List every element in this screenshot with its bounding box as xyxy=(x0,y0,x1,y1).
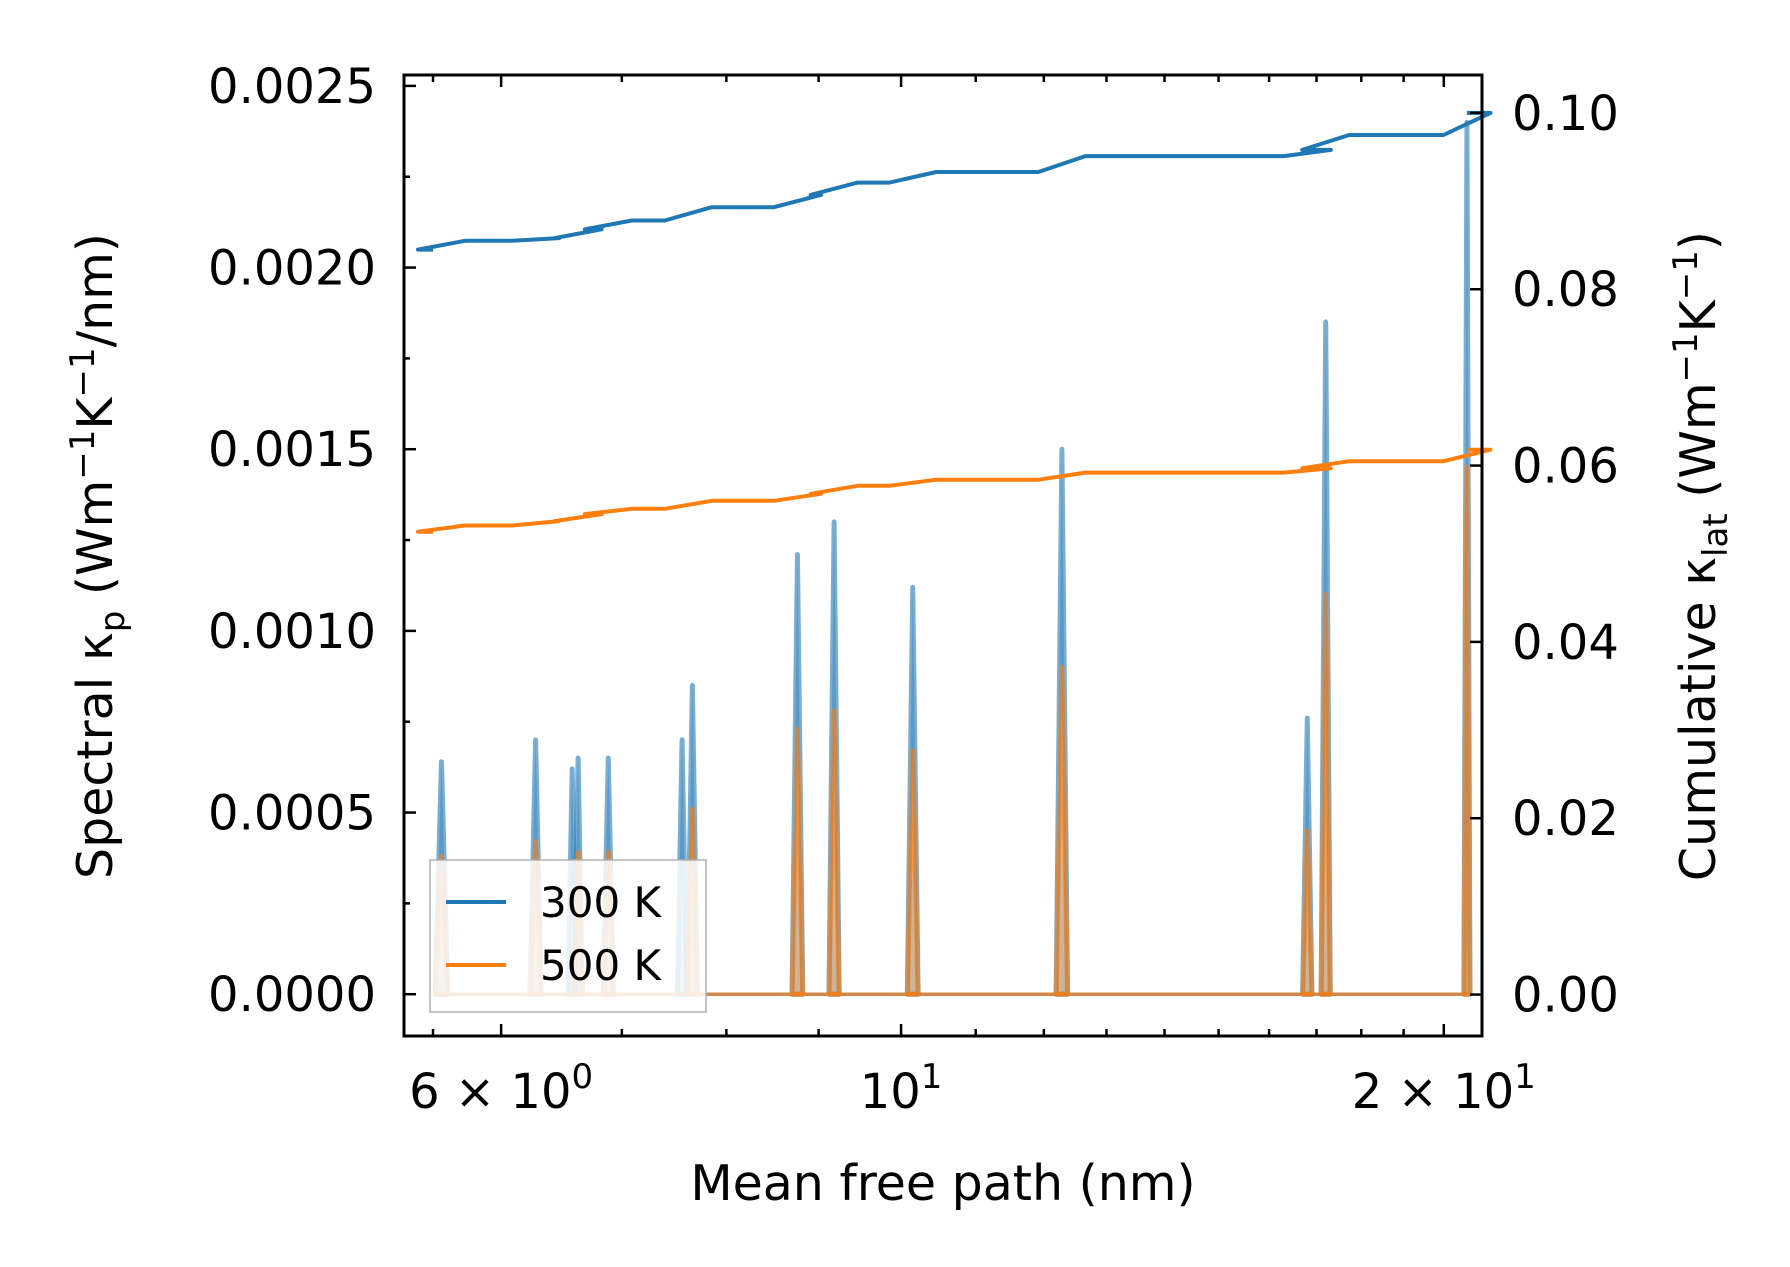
x-tick-label-exponent: 1 xyxy=(921,1057,943,1097)
y-right-tick-label: 0.00 xyxy=(1512,968,1619,1024)
y-left-tick-label: 0.0025 xyxy=(208,59,376,115)
x-axis-title: Mean free path (nm) xyxy=(690,1155,1195,1212)
x-tick-label-base: 6 × 10 xyxy=(409,1064,571,1120)
x-tick-label-base: 2 × 10 xyxy=(1352,1064,1514,1120)
axis-ticks: 0.00000.00050.00100.00150.00200.00250.00… xyxy=(208,59,1619,1120)
cumulative-line-300k xyxy=(416,110,1493,252)
x-tick-label: 6 × 100 xyxy=(409,1057,593,1120)
x-tick-label: 2 × 101 xyxy=(1352,1057,1536,1120)
legend-label-300k: 300 K xyxy=(540,878,663,927)
spectral-peak-500k-9 xyxy=(1300,828,1315,997)
spectral-peak-500k-5 xyxy=(789,726,806,997)
y-right-tick-label: 0.06 xyxy=(1512,439,1619,495)
y-left-axis-title: Spectral κp (Wm−1K−1/nm) xyxy=(63,233,133,879)
y-right-axis-title: Cumulative κlat (Wm−1K−1) xyxy=(1666,231,1736,881)
y-right-tick-label: 0.10 xyxy=(1512,86,1619,142)
y-left-tick-label: 0.0015 xyxy=(208,422,376,478)
cumulative-line-500k xyxy=(416,447,1493,534)
legend-label-500k: 500 K xyxy=(540,941,663,990)
y-left-tick-label: 0.0005 xyxy=(208,786,376,842)
legend-box xyxy=(429,859,707,1013)
x-tick-label: 101 xyxy=(860,1057,943,1120)
y-right-tick-label: 0.04 xyxy=(1512,615,1619,671)
axes-frame xyxy=(402,73,1484,1038)
x-tick-label-exponent: 0 xyxy=(571,1057,593,1097)
y-left-tick-label: 0.0010 xyxy=(208,604,376,660)
spectral-peak-500k-11 xyxy=(1461,464,1473,997)
y-left-tick-label: 0.0000 xyxy=(208,967,376,1023)
spectral-peak-500k-6 xyxy=(826,708,842,997)
spectral-peak-500k-8 xyxy=(1053,664,1071,997)
legend: 300 K 500 K xyxy=(429,859,707,1013)
y-right-tick-label: 0.02 xyxy=(1512,791,1619,847)
x-tick-label-exponent: 1 xyxy=(1514,1057,1536,1097)
spectral-peak-500k-7 xyxy=(904,748,921,997)
y-left-tick-label: 0.0020 xyxy=(208,241,376,297)
spectral-peak-500k-10 xyxy=(1318,592,1333,997)
x-tick-label-base: 10 xyxy=(860,1064,921,1120)
y-right-tick-label: 0.08 xyxy=(1512,262,1619,318)
